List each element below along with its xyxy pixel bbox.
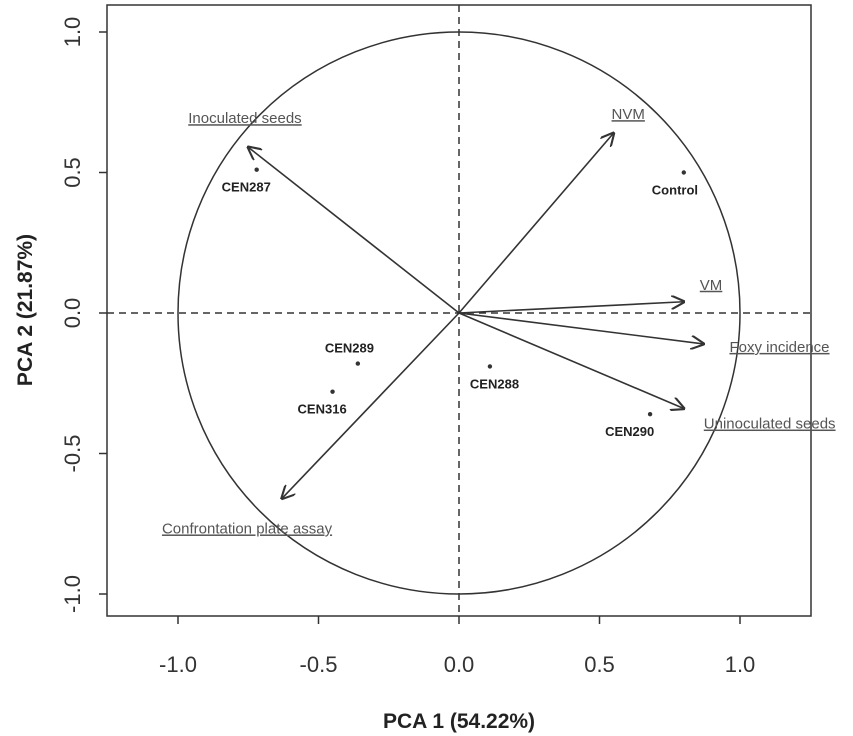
y-tick-label: 0.5 bbox=[60, 157, 85, 188]
data-point-control bbox=[681, 170, 686, 175]
y-tick-label: 0.0 bbox=[60, 298, 85, 329]
vector-label-inoculated-seeds: Inoculated seeds bbox=[188, 110, 301, 127]
point-label-cen288: CEN288 bbox=[470, 376, 519, 391]
data-point-cen316 bbox=[330, 389, 335, 394]
x-tick-label: 1.0 bbox=[725, 652, 756, 677]
x-tick-label: -1.0 bbox=[159, 652, 197, 677]
x-tick-label: 0.0 bbox=[444, 652, 475, 677]
point-label-cen289: CEN289 bbox=[325, 341, 374, 356]
data-point-cen287 bbox=[254, 167, 259, 172]
vector-arrow-inoculated-seeds bbox=[248, 147, 460, 314]
vector-arrow-vm bbox=[458, 302, 684, 314]
x-tick-label: -0.5 bbox=[300, 652, 338, 677]
vector-label-vm: VM bbox=[700, 277, 723, 294]
point-label-cen290: CEN290 bbox=[605, 424, 654, 439]
vector-arrow-foxy-incidence bbox=[458, 312, 703, 344]
y-tick-label: -1.0 bbox=[60, 575, 85, 613]
data-point-cen290 bbox=[647, 411, 653, 417]
vector-label-uninoculated-seeds: Uninoculated seeds bbox=[704, 416, 836, 433]
vector-arrow-confrontation-plate-assay bbox=[282, 312, 460, 498]
vector-label-nvm: NVM bbox=[612, 106, 645, 123]
vector-arrow-uninoculated-seeds bbox=[458, 312, 684, 409]
vector-label-foxy-incidence: Foxy incidence bbox=[729, 339, 829, 356]
vector-arrow-nvm bbox=[458, 133, 614, 314]
x-tick-label: 0.5 bbox=[584, 652, 615, 677]
y-tick-label: -0.5 bbox=[60, 435, 85, 473]
data-point-cen289 bbox=[355, 361, 361, 366]
data-point-cen288 bbox=[487, 364, 493, 369]
y-axis-title: PCA 2 (21.87%) bbox=[14, 234, 37, 386]
y-tick-label: 1.0 bbox=[60, 17, 85, 48]
vector-label-confrontation-plate-assay: Confrontation plate assay bbox=[162, 520, 333, 537]
point-label-cen287: CEN287 bbox=[222, 180, 271, 195]
point-label-cen316: CEN316 bbox=[298, 402, 347, 417]
point-label-control: Control bbox=[652, 183, 698, 198]
x-axis-title: PCA 1 (54.22%) bbox=[383, 710, 535, 733]
